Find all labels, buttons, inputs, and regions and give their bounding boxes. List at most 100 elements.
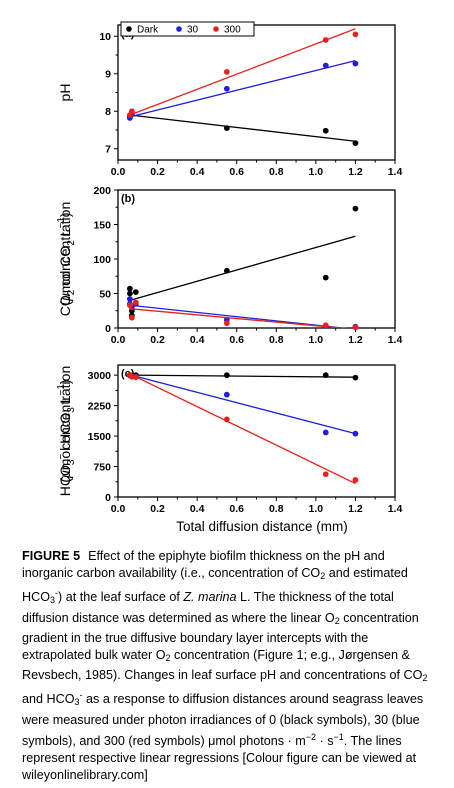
x-tick-label: 0.4 bbox=[190, 166, 205, 178]
x-tick-label: 0.2 bbox=[150, 166, 165, 178]
x-tick-label: 0.0 bbox=[111, 503, 126, 515]
caption-part: - bbox=[79, 690, 83, 701]
data-point bbox=[322, 62, 329, 69]
x-tick-label: 0.4 bbox=[190, 503, 205, 515]
caption-part: 3 bbox=[50, 595, 56, 606]
y-tick-label: 0 bbox=[105, 492, 111, 504]
x-tick-label: 1.4 bbox=[388, 503, 403, 515]
legend: Dark 30 300 bbox=[120, 21, 255, 37]
data-point bbox=[322, 372, 329, 379]
regression-line bbox=[129, 308, 348, 328]
x-axis-label: Total diffusion distance (mm) bbox=[176, 519, 348, 534]
data-point bbox=[126, 302, 133, 309]
chart-panel-2: 0.0 0.2 0.4 0.6 0.8 1.0 1.2 1.4 0 50 100 150 200 (b) C… bbox=[56, 185, 402, 346]
regression-line bbox=[129, 114, 356, 142]
regression-line bbox=[129, 374, 356, 435]
y-axis-label: pH bbox=[57, 84, 73, 102]
x-tick-label: 0.0 bbox=[111, 334, 126, 346]
y-tick-label: 3000 bbox=[88, 370, 112, 382]
data-point bbox=[132, 289, 139, 296]
data-point bbox=[128, 314, 135, 321]
caption-part: −1 bbox=[333, 731, 344, 742]
data-point bbox=[352, 374, 359, 381]
x-tick-label: 1.4 bbox=[388, 334, 403, 346]
y-tick-label: 7 bbox=[105, 144, 111, 156]
y-tick-label: 2250 bbox=[88, 400, 112, 412]
y-tick-label: 1500 bbox=[88, 431, 112, 443]
series-dark bbox=[126, 110, 359, 147]
x-tick-label: 0.6 bbox=[229, 166, 244, 178]
series-30 bbox=[126, 372, 359, 437]
x-tick-label: 0.0 bbox=[111, 166, 126, 178]
figure-caption: FIGURE 5 Effect of the epiphyte biofilm t… bbox=[22, 548, 436, 784]
y-tick-label: 50 bbox=[99, 288, 111, 300]
data-point bbox=[223, 416, 230, 423]
caption-part: −2 bbox=[305, 731, 316, 742]
caption-part: Effect of the epiphyte biofilm thickness… bbox=[22, 549, 385, 581]
series-dark bbox=[126, 372, 359, 381]
x-tick-label: 1.0 bbox=[309, 334, 324, 346]
caption-part: concentration (Figure 1; e.g., Jørgensen… bbox=[22, 648, 423, 683]
y-axis-label: CO2 concentration(μmol CO2 L−1) bbox=[56, 202, 77, 317]
data-point bbox=[223, 320, 230, 327]
y-tick-label: 150 bbox=[93, 219, 111, 231]
data-point bbox=[132, 374, 139, 381]
data-point bbox=[322, 37, 329, 43]
data-point bbox=[223, 391, 230, 398]
series-300 bbox=[126, 299, 359, 331]
data-point bbox=[352, 430, 359, 437]
series-dark bbox=[126, 205, 359, 319]
x-tick-label: 1.2 bbox=[348, 334, 363, 346]
data-point bbox=[132, 299, 139, 306]
caption-part: 2 bbox=[165, 653, 171, 664]
data-point bbox=[223, 372, 230, 379]
x-tick-label: 1.4 bbox=[388, 166, 403, 178]
x-tick-label: 0.6 bbox=[229, 334, 244, 346]
legend-box bbox=[120, 21, 255, 37]
data-point bbox=[352, 60, 359, 67]
series-300 bbox=[126, 372, 359, 485]
data-point bbox=[223, 267, 230, 274]
y-tick-label: 100 bbox=[93, 254, 111, 266]
x-tick-label: 1.2 bbox=[348, 503, 363, 515]
data-point bbox=[352, 477, 359, 483]
regression-line bbox=[129, 235, 356, 302]
x-tick-label: 0.6 bbox=[229, 503, 244, 515]
caption-part: as a response to diffusion distances aro… bbox=[22, 692, 424, 748]
x-tick-label: 0.2 bbox=[150, 503, 165, 515]
x-tick-label: 0.8 bbox=[269, 166, 284, 178]
chart-panel-3: 0.0 0.2 0.4 0.6 0.8 1.0 1.2 1.4 0 750 1500 2250 3000… bbox=[56, 364, 403, 515]
data-point bbox=[223, 68, 230, 75]
y-tick-label: 0 bbox=[105, 323, 111, 335]
caption-part: · s bbox=[316, 733, 334, 748]
data-point bbox=[223, 85, 230, 92]
caption-part: 2 bbox=[334, 615, 340, 626]
x-tick-label: 1.0 bbox=[309, 503, 324, 515]
data-point bbox=[352, 205, 359, 212]
data-point bbox=[126, 290, 133, 297]
y-tick-label: 10 bbox=[99, 31, 111, 43]
caption-part: concentration gradient in the true diffu… bbox=[22, 610, 419, 663]
caption-part: . The lines represent respective linear … bbox=[22, 733, 417, 783]
plot-frame bbox=[117, 24, 396, 161]
caption-part: 2 bbox=[320, 571, 326, 582]
y-axis-label: HCO3− concentration(μmol HCO3 L−1) bbox=[56, 366, 77, 496]
x-tick-label: 1.2 bbox=[348, 166, 363, 178]
data-point bbox=[126, 296, 133, 302]
data-point bbox=[126, 285, 133, 292]
series-300 bbox=[126, 28, 359, 118]
data-point bbox=[223, 125, 230, 132]
series-30 bbox=[126, 59, 359, 121]
data-point bbox=[322, 471, 329, 478]
x-tick-label: 0.8 bbox=[269, 334, 284, 346]
x-tick-label: 0.4 bbox=[190, 334, 205, 346]
caption-part: and HCO bbox=[22, 692, 75, 707]
plot-frame bbox=[117, 364, 396, 498]
y-tick-label: 200 bbox=[93, 185, 111, 197]
y-tick-label: 9 bbox=[105, 69, 111, 81]
regression-line bbox=[129, 373, 356, 485]
legend-label: 300 bbox=[224, 25, 241, 36]
caption-part: Z. marina bbox=[183, 590, 237, 605]
data-point bbox=[322, 322, 329, 329]
legend-marker bbox=[176, 26, 182, 32]
